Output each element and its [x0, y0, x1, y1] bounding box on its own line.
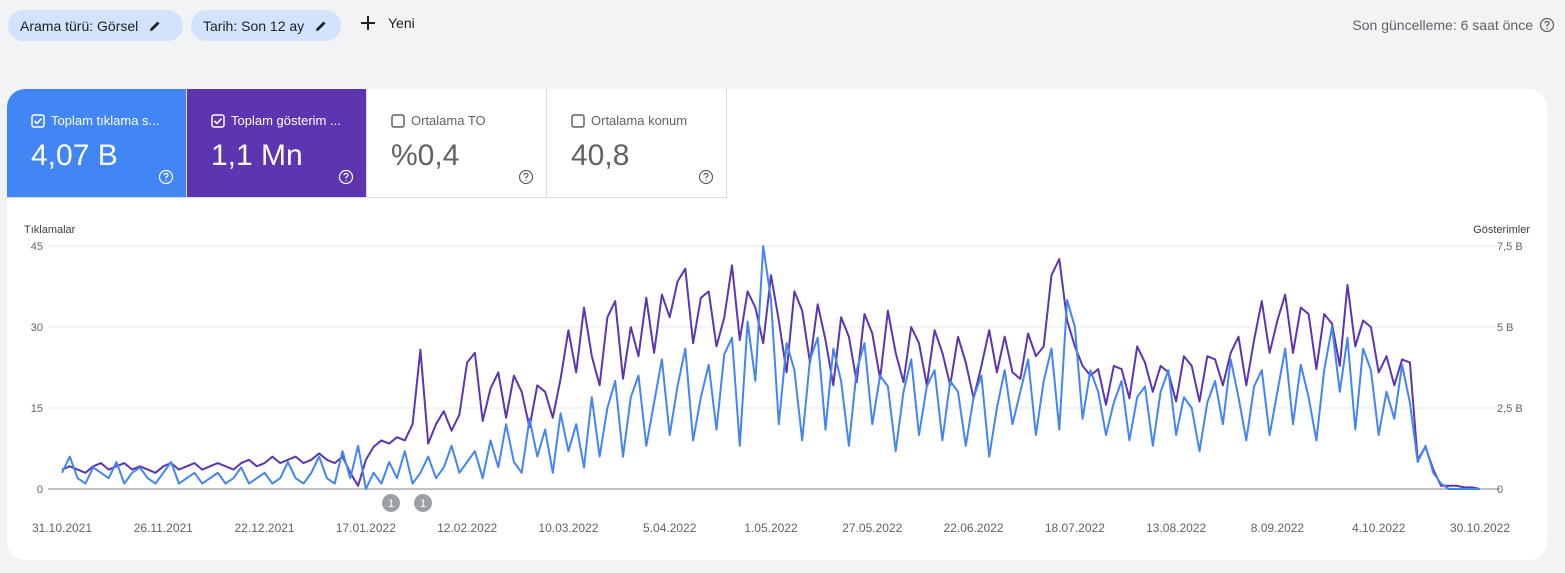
checkbox-box: [31, 114, 45, 128]
checkbox: [391, 114, 405, 128]
metric-card[interactable]: Ortalama TO %0,4: [367, 89, 547, 198]
filter-text: Arama türü: Görsel: [20, 17, 139, 34]
help-circle: [338, 169, 354, 185]
new-text: Yeni: [388, 15, 415, 31]
metric-label: Toplam tıklama s...: [51, 113, 160, 128]
last-update: Son güncelleme: 6 saat önce: [1352, 17, 1555, 33]
help-icon: [518, 169, 534, 185]
filter-chip[interactable]: Tarih: Son 12 ay: [191, 10, 341, 41]
checkbox-box: [211, 114, 225, 128]
edit-icon: [150, 21, 160, 31]
help-icon: [158, 169, 174, 185]
checkbox: [571, 114, 585, 128]
help-icon: [338, 169, 354, 185]
metric-value: %0,4: [391, 139, 460, 172]
help-mark: [703, 172, 709, 181]
edit-icon: [316, 21, 326, 31]
checkbox: [31, 114, 45, 128]
checkbox-tick: [213, 117, 223, 125]
metric-label: Ortalama konum: [591, 113, 688, 128]
metric-card[interactable]: Toplam gösterim ... 1,1 Mn: [187, 89, 367, 198]
checkbox: [211, 114, 225, 128]
help-mark: [163, 172, 169, 181]
metric-value: 40,8: [571, 139, 630, 172]
filter-chip[interactable]: Arama türü: Görsel: [8, 10, 183, 41]
metric-card[interactable]: Toplam tıklama s... 4,07 B: [7, 89, 187, 198]
new-button[interactable]: Yeni: [360, 15, 415, 31]
checkbox-box: [571, 114, 585, 128]
help-circle: [158, 169, 174, 185]
performance-card: Toplam tıklama s... 4,07 B Toplam gösterim…: [7, 89, 1547, 560]
last-update-text: Son güncelleme: 6 saat önce: [1352, 17, 1533, 33]
metric-value: 4,07 B: [31, 139, 118, 172]
help-mark: [343, 172, 349, 181]
help-circle: [518, 169, 534, 185]
metric-label: Toplam gösterim ...: [231, 113, 341, 128]
filter-text: Tarih: Son 12 ay: [203, 17, 305, 34]
help-circle: [698, 169, 714, 185]
checkbox-tick: [33, 117, 43, 125]
metric-label: Ortalama TO: [411, 113, 486, 128]
metric-value: 1,1 Mn: [211, 139, 303, 172]
metric-card[interactable]: Ortalama konum 40,8: [547, 89, 727, 198]
help-icon: [1539, 17, 1555, 33]
checkbox-box: [391, 114, 405, 128]
plus-icon: [361, 16, 375, 30]
help-icon: [698, 169, 714, 185]
help-mark: [523, 172, 529, 181]
